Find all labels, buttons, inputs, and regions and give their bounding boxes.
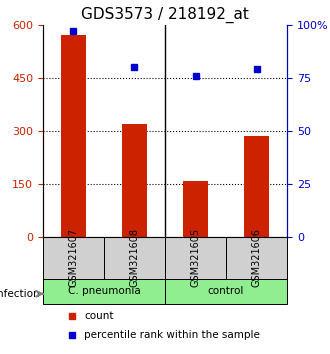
Text: GSM321608: GSM321608	[129, 228, 140, 287]
FancyBboxPatch shape	[43, 237, 104, 279]
FancyBboxPatch shape	[104, 237, 165, 279]
FancyBboxPatch shape	[226, 237, 287, 279]
Title: GDS3573 / 218192_at: GDS3573 / 218192_at	[81, 7, 249, 23]
FancyBboxPatch shape	[165, 237, 226, 279]
Text: C. pneumonia: C. pneumonia	[68, 286, 140, 296]
Text: GSM321605: GSM321605	[190, 228, 201, 287]
Text: percentile rank within the sample: percentile rank within the sample	[84, 330, 260, 340]
FancyBboxPatch shape	[165, 279, 287, 304]
Text: GSM321607: GSM321607	[68, 228, 79, 287]
Bar	[122, 124, 147, 237]
Bar	[244, 136, 269, 237]
Bar	[183, 181, 208, 237]
Text: infection: infection	[0, 289, 40, 299]
FancyBboxPatch shape	[43, 279, 165, 304]
Bar	[61, 35, 85, 237]
Text: control: control	[208, 286, 244, 296]
Text: GSM321606: GSM321606	[251, 228, 262, 287]
Text: count: count	[84, 311, 114, 321]
